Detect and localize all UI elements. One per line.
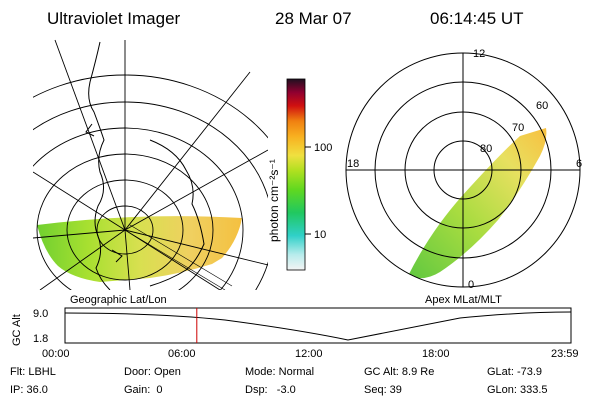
orbit-altitude-curve bbox=[64, 311, 572, 341]
glon-info: GLon: 333.5 bbox=[487, 384, 548, 396]
polar-caption: Apex MLat/MLT bbox=[425, 294, 502, 306]
mlt-label-0: 0 bbox=[468, 279, 474, 291]
polar-grid bbox=[345, 52, 581, 288]
mode-info: Mode: Normal bbox=[245, 366, 314, 378]
timeline-frame bbox=[64, 307, 572, 344]
mlat-label-80: 80 bbox=[480, 143, 492, 155]
colorbar-unit-label: photon cm⁻²s⁻¹ bbox=[267, 159, 281, 242]
timeline-ytick-9: 9.0 bbox=[33, 308, 48, 320]
geographic-map bbox=[33, 39, 268, 290]
altitude-timeline: GC Alt 9.0 1.8 00:00 06:00 12:00 18:00 2… bbox=[11, 307, 579, 360]
polar-plot: 12 18 6 0 60 70 80 bbox=[345, 48, 582, 291]
ip-info: IP: 36.0 bbox=[10, 384, 48, 396]
glat-info: GLat: -73.9 bbox=[487, 366, 542, 378]
geo-longitude-grid bbox=[33, 39, 268, 290]
timeline-ylabel: GC Alt bbox=[11, 314, 23, 346]
seq-info: Seq: 39 bbox=[364, 384, 402, 396]
mlt-label-12: 12 bbox=[473, 48, 485, 60]
footer-info: Flt: LBHL Door: Open Mode: Normal GC Alt… bbox=[10, 366, 548, 396]
colorbar-tick-100: 100 bbox=[314, 142, 332, 154]
door-info: Door: Open bbox=[124, 366, 181, 378]
timeline-ytick-1-8: 1.8 bbox=[33, 333, 48, 345]
timeline-xtick-0600: 06:00 bbox=[168, 348, 196, 360]
gc-alt-info: GC Alt: 8.9 Re bbox=[364, 366, 434, 378]
polar-aurora-image bbox=[408, 128, 547, 279]
colorbar-tick-10: 10 bbox=[314, 229, 326, 241]
mlt-label-6: 6 bbox=[576, 158, 582, 170]
timeline-xtick-1200: 12:00 bbox=[295, 348, 323, 360]
date-label: 28 Mar 07 bbox=[275, 9, 352, 28]
colorbar-scale bbox=[286, 78, 306, 271]
geo-caption: Geographic Lat/Lon bbox=[70, 294, 167, 306]
colorbar: 100 10 photon cm⁻²s⁻¹ bbox=[267, 78, 332, 271]
gain-info: Gain: 0 bbox=[124, 384, 163, 396]
dsp-info: Dsp: -3.0 bbox=[245, 384, 296, 396]
geo-magnetic-lines bbox=[124, 224, 233, 290]
instrument-title: Ultraviolet Imager bbox=[47, 9, 181, 28]
timeline-xtick-0000: 00:00 bbox=[42, 348, 70, 360]
filter-info: Flt: LBHL bbox=[10, 366, 56, 378]
geo-aurora-image bbox=[37, 216, 242, 282]
mlt-label-18: 18 bbox=[347, 158, 359, 170]
mlat-label-60: 60 bbox=[536, 100, 548, 112]
timeline-xtick-2359: 23:59 bbox=[551, 348, 579, 360]
mlat-label-70: 70 bbox=[512, 122, 524, 134]
timeline-xtick-1800: 18:00 bbox=[422, 348, 450, 360]
geo-coastline bbox=[85, 41, 205, 290]
time-label: 06:14:45 UT bbox=[430, 9, 524, 28]
